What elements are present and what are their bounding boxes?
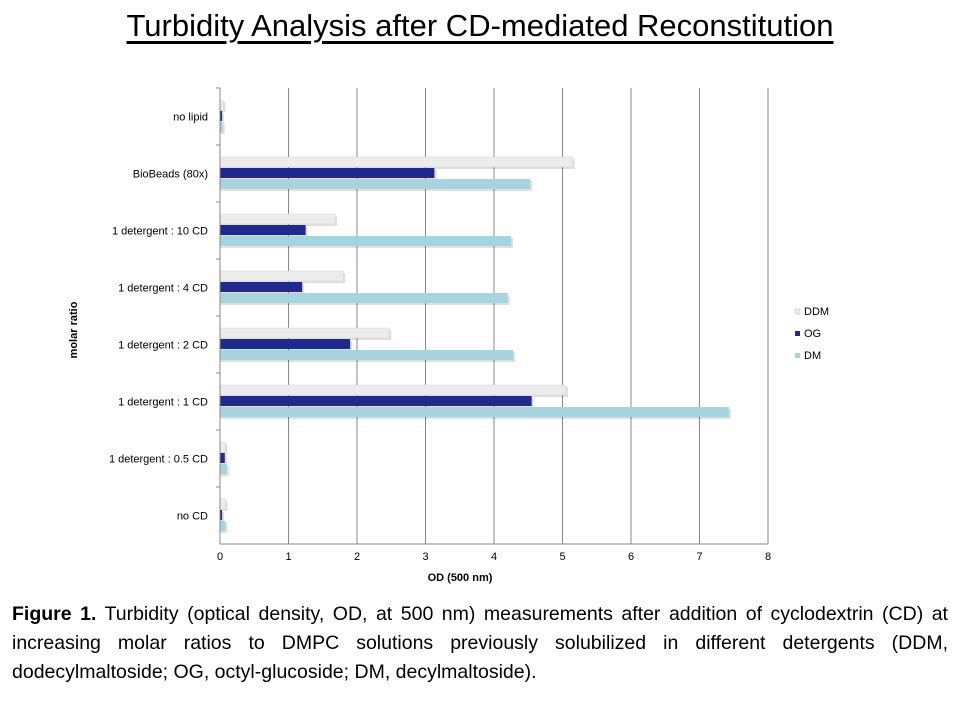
axes	[216, 87, 768, 545]
legend-label: OG	[804, 328, 821, 340]
bar	[220, 282, 303, 292]
x-axis-title: OD (500 nm)	[428, 572, 493, 584]
y-tick-label: no lipid	[173, 112, 208, 124]
bar	[219, 156, 574, 168]
bar	[220, 521, 226, 531]
bar	[219, 99, 224, 111]
caption-text: Turbidity (optical density, OD, at 500 n…	[12, 603, 948, 683]
y-tick-label: 1 detergent : 4 CD	[118, 283, 208, 295]
x-tick-label: 8	[765, 551, 771, 563]
x-tick-label: 0	[217, 551, 223, 563]
gridlines	[288, 88, 769, 544]
bar	[219, 270, 344, 282]
labels: 0 1 2 3 4 5 6 7 8 no lipid BioBeads (80x) 1 deterge…	[68, 112, 771, 585]
legend-label: DM	[804, 350, 821, 362]
legend-label: DDM	[804, 306, 829, 318]
bar	[220, 464, 227, 474]
y-tick-label: 1 detergent : 1 CD	[118, 397, 208, 409]
y-tick-label: 1 detergent : 2 CD	[118, 340, 208, 352]
y-axis-title: molar ratio	[68, 301, 80, 358]
bar	[220, 453, 225, 463]
legend[interactable]: DDM OG DM	[794, 306, 829, 362]
bar	[219, 327, 390, 339]
x-tick-label: 6	[628, 551, 634, 563]
bars	[219, 99, 731, 533]
x-tick-label: 2	[354, 551, 360, 563]
y-tick-label: BioBeads (80x)	[133, 169, 208, 181]
legend-swatch	[795, 353, 800, 358]
y-tick-label: 1 detergent : 10 CD	[112, 226, 208, 238]
x-tick-label: 4	[491, 551, 497, 563]
bar	[219, 441, 226, 453]
bar	[220, 168, 435, 178]
bar	[220, 236, 512, 246]
bar	[220, 350, 514, 360]
y-tick-label: no CD	[177, 511, 208, 523]
bar	[220, 396, 532, 406]
y-tick-label: 1 detergent : 0.5 CD	[109, 454, 208, 466]
figure-caption: Figure 1. Turbidity (optical density, OD…	[12, 600, 948, 687]
chart-title: Turbidity Analysis after CD-mediated Rec…	[126, 8, 834, 43]
caption-label: Figure 1.	[12, 603, 97, 625]
x-tick-label: 3	[422, 551, 428, 563]
bar	[220, 111, 223, 121]
x-tick-label: 7	[696, 551, 702, 563]
bar	[219, 498, 226, 510]
legend-swatch	[794, 308, 801, 315]
x-tick-label: 5	[559, 551, 565, 563]
x-tick-label: 1	[285, 551, 291, 563]
bar	[220, 293, 508, 303]
bar	[220, 510, 223, 520]
bar	[220, 407, 729, 417]
bar	[219, 213, 336, 225]
bar	[220, 225, 306, 235]
bar	[220, 122, 223, 132]
bar	[220, 339, 351, 349]
bar	[219, 384, 567, 396]
bar-chart: 0 1 2 3 4 5 6 7 8 no lipid BioBeads (80x) 1 deterge…	[68, 87, 829, 585]
legend-swatch	[795, 331, 800, 336]
bar	[220, 179, 531, 189]
